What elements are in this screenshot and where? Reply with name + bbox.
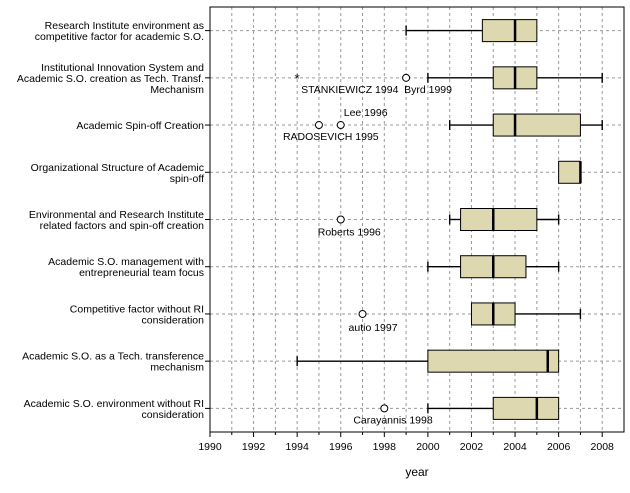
outlier-label: RADOSEVICH 1995 [283, 131, 379, 143]
x-tick-label: 1994 [285, 441, 309, 453]
outlier-label: STANKIEWICZ 1994 [301, 84, 398, 96]
outlier-circle-marker [314, 121, 323, 130]
category-label: related factors and spin-off creation [40, 220, 205, 232]
label-layer: 1990 1992 1994 1996 1998 2000 2002 2004 2006 2008… [17, 20, 614, 453]
outlier-circle-marker [358, 309, 367, 318]
outlier-circle-marker [402, 73, 411, 82]
category-label: Academic Spin-off Creation [76, 120, 204, 132]
outlier-label: Lee 1996 [344, 107, 388, 119]
x-tick-label: 1996 [329, 441, 353, 453]
category-label: spin-off [170, 173, 204, 185]
category-label: Academic S.O. as a Tech. transference [22, 351, 204, 363]
category-label: Research Institute environment as [45, 20, 204, 32]
x-tick-label: 1992 [242, 441, 266, 453]
outlier-label: autio 1997 [349, 322, 398, 334]
outlier-label: Carayannis 1998 [353, 414, 433, 426]
outlier-star-marker: * [295, 71, 300, 86]
box [481, 19, 538, 43]
x-tick-label: 2006 [547, 441, 571, 453]
outlier-label: Byrd 1999 [404, 84, 452, 96]
category-label: Organizational Structure of Academic [31, 162, 204, 174]
outlier-label: Roberts 1996 [318, 227, 381, 239]
category-label: consideration [142, 314, 205, 326]
outlier-circle-marker [336, 215, 345, 224]
x-tick-label: 2004 [503, 441, 527, 453]
x-axis-title: year [405, 465, 428, 479]
category-label: Competitive factor without RI [70, 303, 204, 315]
box-layer: * [295, 19, 603, 420]
plot-frame [209, 6, 625, 433]
x-tick-label: 1990 [198, 441, 222, 453]
category-label: Academic S.O. management with [48, 256, 204, 268]
box [558, 160, 581, 184]
box [492, 113, 581, 137]
outlier-circle-marker [336, 121, 345, 130]
x-tick-label: 2002 [460, 441, 484, 453]
category-label: Academic S.O. environment without RI [24, 398, 204, 410]
outlier-circle-marker [380, 404, 389, 413]
box [460, 208, 538, 231]
category-label: Mechanism [150, 84, 204, 96]
category-label: entrepreneurial team focus [79, 267, 204, 279]
x-tick-label: 1998 [373, 441, 397, 453]
category-label: mechanism [150, 362, 204, 374]
x-tick-label: 2008 [591, 441, 615, 453]
category-label: competitive factor for academic S.O. [35, 31, 204, 43]
category-label: Institutional Innovation System and [41, 62, 204, 74]
category-label: Environmental and Research Institute [29, 209, 204, 221]
box [427, 349, 560, 373]
x-tick-label: 2000 [416, 441, 440, 453]
category-label: consideration [142, 409, 205, 421]
grid-layer [210, 7, 624, 432]
box [492, 396, 560, 420]
category-label: Academic S.O. creation as Tech. Transf. [17, 73, 204, 85]
